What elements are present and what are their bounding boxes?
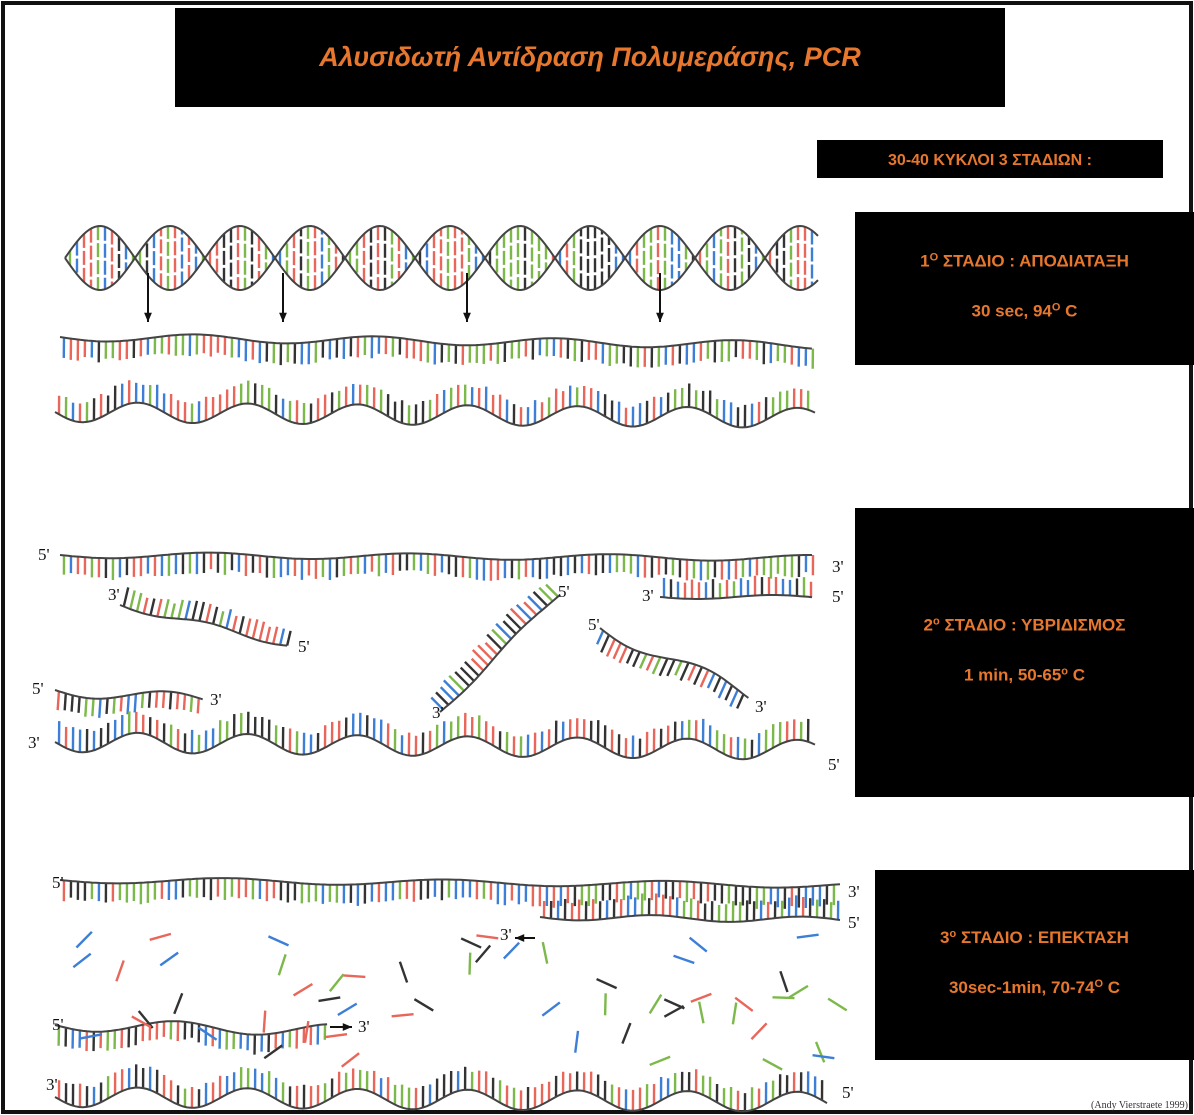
text-part: C	[1060, 302, 1077, 321]
stage-box	[875, 870, 1194, 1060]
base	[58, 691, 59, 710]
strand-end-label: 5'	[558, 582, 570, 601]
strand-end-label: 5'	[842, 1083, 854, 1102]
strand-end-label: 3'	[848, 882, 860, 901]
base	[142, 693, 143, 708]
strand-end-label: 3'	[46, 1075, 58, 1094]
stage-heading: 1O ΣΤΑΔΙΟ : ΑΠΟΔΙΑΤΑΞΗ	[920, 252, 1129, 271]
text-part: C	[1068, 666, 1085, 685]
strand-end-label: 3'	[210, 690, 222, 709]
text-part: 1 min, 50-65	[964, 666, 1061, 685]
strand-end-label: 5'	[848, 913, 860, 932]
stage-heading: 2o ΣΤΑΔΙΟ : ΥΒΡΙΔΙΣΜΟΣ	[924, 616, 1126, 635]
nucleotide	[343, 975, 365, 977]
base	[135, 694, 136, 712]
strand-end-label: 3'	[358, 1017, 370, 1036]
strand-end-label: 3'	[642, 586, 654, 605]
strand-end-label: 3'	[832, 557, 844, 576]
base	[65, 693, 66, 710]
nucleotide	[605, 993, 606, 1015]
strand-end-label: 5'	[52, 1015, 64, 1034]
base	[156, 691, 157, 707]
strand-end-label: 5'	[38, 545, 50, 564]
text-part: 30sec-1min, 70-74	[949, 978, 1095, 997]
base	[198, 698, 199, 713]
text-part: 30 sec, 94	[972, 302, 1053, 321]
base	[107, 698, 108, 714]
base	[85, 698, 86, 717]
cycles-label: 30-40 ΚΥΚΛΟΙ 3 ΣΤΑΔΙΩΝ :	[888, 152, 1092, 169]
base	[170, 692, 171, 710]
strand-end-label: 3'	[108, 585, 120, 604]
strand-end-label: 5'	[32, 679, 44, 698]
base	[191, 696, 192, 712]
text-part: ΣΤΑΔΙΟ : ΥΒΡΙΔΙΣΜΟΣ	[940, 616, 1126, 635]
title: Αλυσιδωτή Αντίδραση Πολυμεράσης, PCR	[318, 42, 861, 72]
text-part: 3	[940, 928, 949, 947]
strand-end-label: 5'	[828, 755, 840, 774]
base	[99, 699, 100, 718]
stage-boxes: 1O ΣΤΑΔΙΟ : ΑΠΟΔΙΑΤΑΞΗ 30 sec, 94O C 2o ΣΤ…	[855, 212, 1194, 1060]
pcr-diagram: Αλυσιδωτή Αντίδραση Πολυμεράσης, PCR 30-…	[0, 0, 1194, 1115]
nucleotide	[773, 997, 795, 998]
stage-box	[855, 508, 1194, 797]
nucleotide	[470, 953, 471, 975]
strand-end-label: 3'	[432, 703, 444, 722]
base	[79, 697, 80, 713]
strand-end-label: 3'	[755, 697, 767, 716]
base	[72, 695, 73, 711]
text-part: 2	[924, 616, 933, 635]
stage-conditions: 30 sec, 94O C	[972, 302, 1078, 321]
stage-conditions: 30sec-1min, 70-74O C	[949, 978, 1120, 997]
strand-end-label: 5'	[832, 587, 844, 606]
text-part: 1	[920, 252, 929, 271]
base	[149, 692, 150, 708]
text-part: ΣΤΑΔΙΟ : ΑΠΟΔΙΑΤΑΞΗ	[938, 252, 1129, 271]
strand-end-label: 5'	[298, 637, 310, 656]
nucleotide	[264, 1011, 266, 1033]
strand-end-label: 3'	[28, 733, 40, 752]
base	[163, 691, 164, 708]
base	[184, 694, 185, 710]
stage-box	[855, 212, 1194, 365]
text-part: C	[1103, 978, 1120, 997]
text-part: ΣΤΑΔΙΟ : ΕΠΕΚΤΑΣΗ	[956, 928, 1129, 947]
base	[177, 693, 178, 709]
stage-heading: 3o ΣΤΑΔΙΟ : ΕΠΕΚΤΑΣΗ	[940, 928, 1129, 947]
strand-end-label: 5'	[52, 873, 64, 892]
base	[114, 698, 115, 714]
base	[92, 699, 93, 717]
strand-end-label: 3'	[500, 925, 512, 944]
credit: (Andy Vierstraete 1999)	[1091, 1100, 1188, 1111]
base	[121, 696, 122, 711]
strand-end-label: 5'	[588, 615, 600, 634]
